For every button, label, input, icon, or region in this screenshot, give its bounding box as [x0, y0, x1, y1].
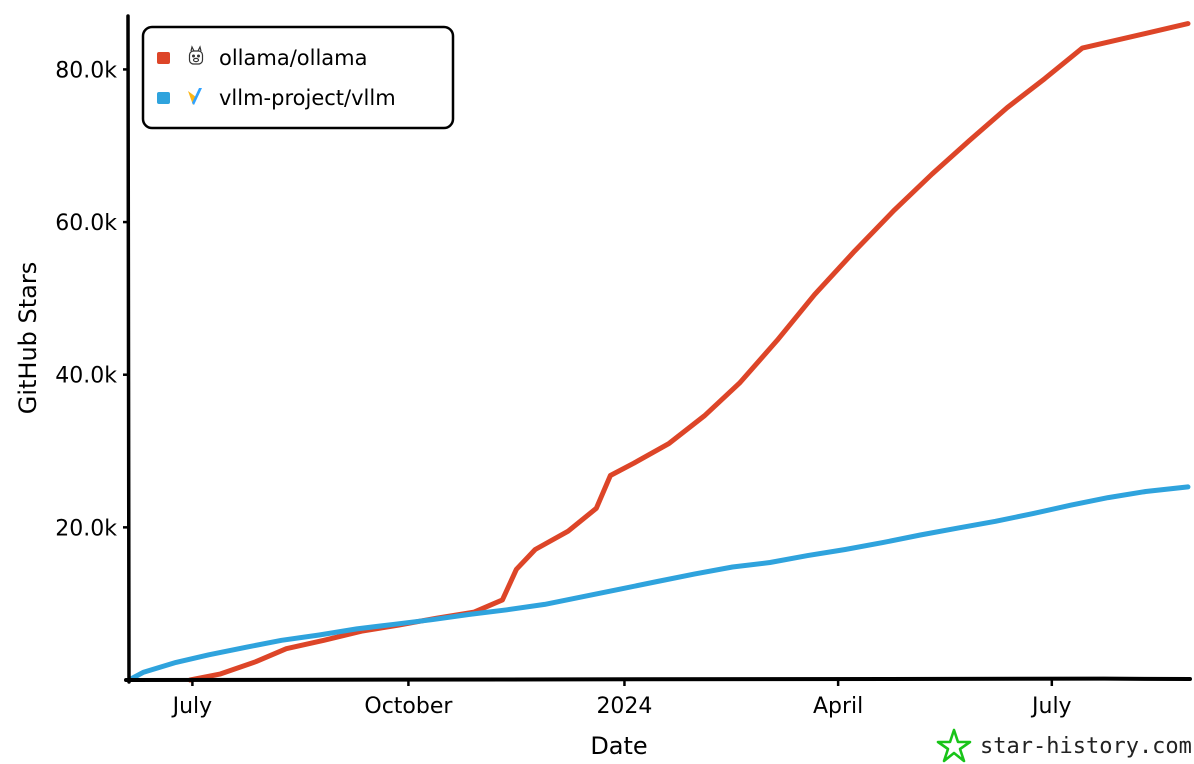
- y-axis-title: GitHub Stars: [14, 262, 42, 415]
- star-history-logo-icon: [936, 728, 972, 763]
- x-tick-label: 2024: [596, 694, 652, 719]
- series-line-vllm: [126, 484, 1191, 683]
- series-line-ollama: [187, 21, 1191, 683]
- x-tick-label: July: [1030, 694, 1072, 719]
- x-tick-label: July: [171, 694, 213, 719]
- x-axis-title: Date: [590, 732, 647, 760]
- watermark-text: star-history.com: [980, 733, 1192, 759]
- y-tick-label: 80.0k: [55, 58, 117, 83]
- y-axis-line: [126, 14, 131, 684]
- x-tick-label: October: [364, 694, 453, 719]
- legend-label-vllm: vllm-project/vllm: [219, 86, 396, 110]
- vllm-logo-icon: [188, 88, 202, 105]
- x-tick-label: April: [813, 694, 863, 719]
- y-tick-label: 20.0k: [55, 516, 117, 541]
- y-tick-label: 60.0k: [55, 211, 117, 236]
- y-ticks: 20.0k 40.0k 60.0k 80.0k: [55, 58, 129, 541]
- legend: ollama/ollama vllm-project/vllm: [141, 25, 455, 130]
- x-axis-line: [124, 676, 1192, 683]
- legend-label-ollama: ollama/ollama: [219, 46, 368, 70]
- x-ticks: July October 2024 April July: [171, 680, 1072, 719]
- y-tick-label: 40.0k: [55, 364, 117, 389]
- series-layer: [126, 21, 1191, 683]
- legend-box: [141, 25, 455, 130]
- legend-swatch-ollama: [157, 52, 170, 64]
- watermark: star-history.com: [936, 728, 1192, 764]
- legend-swatch-vllm: [157, 92, 170, 104]
- llama-icon: [188, 45, 204, 65]
- axes-layer: [124, 14, 1192, 684]
